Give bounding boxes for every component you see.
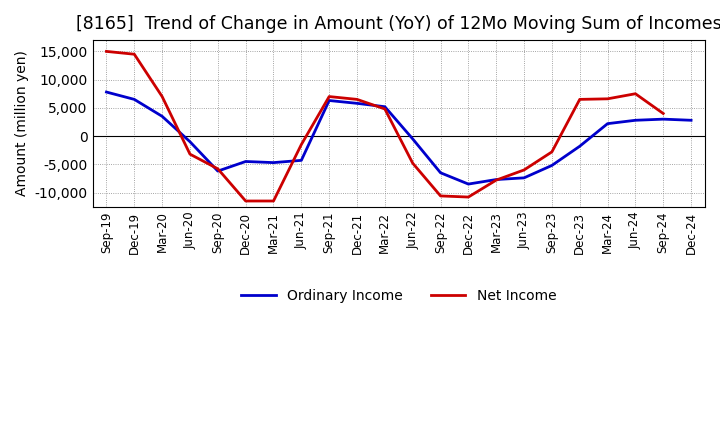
Net Income (186, 151, 194, 157)
Ordinary Income (464, 181, 473, 187)
Ordinary Income (186, 139, 194, 144)
Title: [8165]  Trend of Change in Amount (YoY) of 12Mo Moving Sum of Incomes: [8165] Trend of Change in Amount (YoY) o… (76, 15, 720, 33)
Ordinary Income (603, 121, 612, 126)
Net Income (659, 111, 667, 116)
Net Income (241, 198, 250, 204)
Ordinary Income (353, 101, 361, 106)
Net Income (548, 149, 557, 154)
Net Income (492, 177, 500, 183)
Ordinary Income (492, 177, 500, 182)
Net Income (464, 194, 473, 200)
Net Income (520, 167, 528, 172)
Net Income (214, 166, 222, 172)
Net Income (158, 94, 166, 99)
Line: Net Income: Net Income (107, 51, 663, 201)
Ordinary Income (687, 117, 696, 123)
Ordinary Income (381, 104, 390, 110)
Ordinary Income (158, 114, 166, 119)
Net Income (325, 94, 333, 99)
Ordinary Income (269, 160, 278, 165)
Net Income (297, 142, 306, 147)
Y-axis label: Amount (million yen): Amount (million yen) (15, 51, 29, 196)
Ordinary Income (408, 136, 417, 142)
Net Income (130, 51, 139, 57)
Ordinary Income (575, 143, 584, 149)
Ordinary Income (631, 117, 640, 123)
Net Income (381, 106, 390, 112)
Net Income (269, 198, 278, 204)
Ordinary Income (241, 159, 250, 164)
Ordinary Income (436, 170, 445, 176)
Legend: Ordinary Income, Net Income: Ordinary Income, Net Income (236, 283, 562, 308)
Ordinary Income (520, 175, 528, 180)
Ordinary Income (325, 98, 333, 103)
Net Income (631, 91, 640, 96)
Net Income (102, 49, 111, 54)
Ordinary Income (130, 97, 139, 102)
Ordinary Income (214, 169, 222, 174)
Net Income (353, 97, 361, 102)
Net Income (408, 161, 417, 166)
Line: Ordinary Income: Ordinary Income (107, 92, 691, 184)
Net Income (603, 96, 612, 102)
Ordinary Income (548, 163, 557, 168)
Net Income (575, 97, 584, 102)
Ordinary Income (297, 158, 306, 163)
Net Income (436, 193, 445, 198)
Ordinary Income (102, 89, 111, 95)
Ordinary Income (659, 117, 667, 122)
